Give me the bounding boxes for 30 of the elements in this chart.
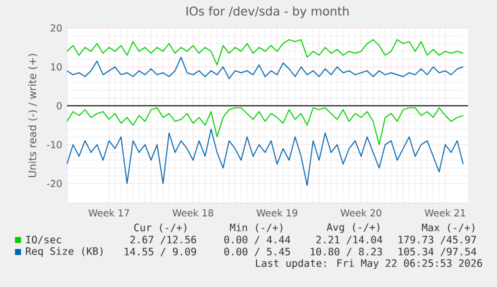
line-series xyxy=(67,107,464,146)
line-series xyxy=(67,39,464,66)
text: 10.80 / 8.23 xyxy=(310,248,382,256)
legend-label: Req Size (KB) xyxy=(26,247,102,257)
x-tick-label: Week 21 xyxy=(424,209,466,216)
text: 0.00 / 5.45 xyxy=(224,248,290,256)
x-tick-label: Week 17 xyxy=(88,209,129,216)
text: 2.21 /14.04 xyxy=(316,236,382,244)
text: 105.34 /97.54 xyxy=(398,248,476,256)
y-axis-title: Units read (-) / write (+) xyxy=(28,54,38,178)
x-tick-label: Week 20 xyxy=(340,209,382,216)
text: Min (-/+) xyxy=(230,223,282,233)
chart-title: IOs for /dev/sda - by month xyxy=(186,6,349,18)
legend-label: IO/sec xyxy=(26,236,62,244)
text: 14.55 / 9.09 xyxy=(124,248,196,256)
y-tick-label: -10 xyxy=(47,141,62,148)
y-tick-label: -20 xyxy=(47,180,62,188)
text: 179.73 /45.97 xyxy=(398,236,476,244)
x-tick-label: Week 18 xyxy=(172,209,214,216)
text: 0.00 / 4.44 xyxy=(224,236,290,244)
y-tick-label: 10 xyxy=(51,63,62,71)
y-tick-label: 0 xyxy=(56,102,62,110)
line-series xyxy=(67,128,464,186)
text: Avg (-/+) xyxy=(326,223,380,233)
text: Last update: Fri May 22 06:25:53 2026 xyxy=(256,259,482,269)
text: Max (-/+) xyxy=(422,223,474,233)
text: Cur (-/+) xyxy=(134,223,186,233)
text: 2.67 /12.56 xyxy=(130,236,196,244)
y-tick-label: 20 xyxy=(50,24,62,32)
x-tick-label: Week 19 xyxy=(256,209,298,216)
